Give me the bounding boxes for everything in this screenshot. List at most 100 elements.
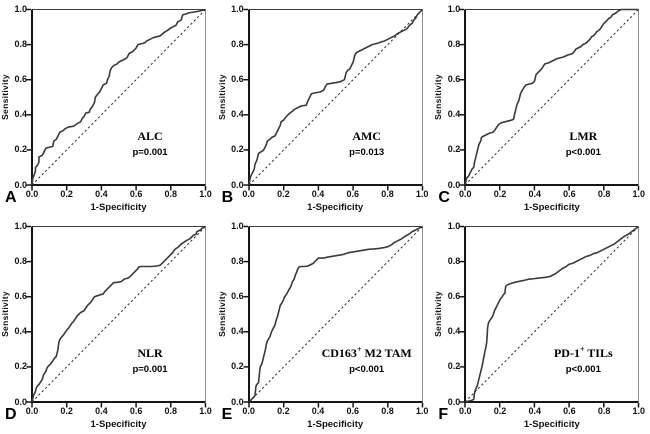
y-tick-label: 0.6 bbox=[14, 74, 27, 85]
panel-letter: F bbox=[438, 406, 449, 423]
roc-panel-e: Sensitivity CD163+ M2 TAM p<0.001 0.0 0.2… bbox=[217, 217, 434, 434]
roc-curve bbox=[248, 225, 423, 403]
y-tick-label: 0.0 bbox=[231, 179, 244, 190]
roc-curve bbox=[31, 225, 206, 403]
x-tick-label: 0.6 bbox=[563, 406, 576, 416]
x-tick-label: 0.4 bbox=[95, 189, 108, 199]
x-tick-label: 0.0 bbox=[459, 189, 472, 199]
roc-plot-svg bbox=[243, 8, 423, 191]
y-tick-label: 0.8 bbox=[14, 256, 27, 267]
x-tick-label: 0.0 bbox=[242, 189, 255, 199]
annotation-marker-name: NLR bbox=[137, 345, 163, 360]
y-tick-label: 0.4 bbox=[231, 326, 244, 337]
annotation-p-value: p=0.013 bbox=[349, 146, 385, 158]
x-axis-label: 1-Specificity bbox=[523, 419, 580, 430]
x-axis-label: 1-Specificity bbox=[523, 202, 580, 213]
curve-annotation: CD163+ M2 TAM p<0.001 bbox=[322, 345, 412, 375]
annotation-marker-name: LMR bbox=[569, 128, 598, 143]
y-tick-label: 0.2 bbox=[447, 361, 461, 372]
y-tick-label: 0.6 bbox=[447, 74, 461, 85]
plot-area: ALC p=0.001 0.0 0.2 0.4 0.6 0.8 1.0 0.0 0.2 0.4 0… bbox=[14, 4, 211, 199]
reference-diagonal-line bbox=[248, 226, 423, 403]
panel-letter: A bbox=[5, 189, 17, 206]
panel-letter: B bbox=[221, 189, 234, 206]
curve-annotation: NLR p=0.001 bbox=[132, 345, 167, 375]
x-tick-label: 1.0 bbox=[632, 189, 646, 199]
annotation-p-value: p<0.001 bbox=[565, 363, 601, 375]
x-tick-label: 0.6 bbox=[129, 189, 143, 199]
reference-diagonal-line bbox=[248, 9, 423, 186]
x-tick-label: 1.0 bbox=[415, 189, 429, 199]
x-tick-label: 0.4 bbox=[95, 406, 108, 416]
y-tick-label: 0.8 bbox=[447, 256, 461, 267]
roc-curve bbox=[464, 8, 639, 186]
x-tick-label: 0.2 bbox=[60, 406, 73, 416]
y-tick-label: 0.0 bbox=[14, 179, 27, 190]
y-tick-label: 0.2 bbox=[231, 144, 244, 155]
y-tick-label: 1.0 bbox=[231, 221, 244, 231]
x-tick-label: 0.2 bbox=[277, 189, 290, 199]
roc-panel-b: Sensitivity AMC p=0.013 0.0 0.2 0.4 0.6 0.8 1… bbox=[217, 0, 434, 217]
y-tick-label: 0.2 bbox=[447, 144, 461, 155]
x-tick-label: 0.0 bbox=[459, 406, 472, 416]
roc-plot-svg bbox=[26, 225, 207, 408]
y-tick-label: 0.2 bbox=[231, 361, 244, 372]
y-tick-label: 0.6 bbox=[14, 291, 27, 302]
curve-annotation: PD-1+ TILs p<0.001 bbox=[554, 345, 613, 375]
y-tick-label: 0.2 bbox=[14, 361, 27, 372]
annotation-p-value: p=0.001 bbox=[132, 363, 168, 375]
x-tick-label: 0.2 bbox=[60, 189, 73, 199]
plot-area: AMC p=0.013 0.0 0.2 0.4 0.6 0.8 1.0 0.0 0.2 0.4 0… bbox=[231, 4, 428, 199]
y-tick-label: 0.8 bbox=[231, 39, 244, 50]
panel-letter: E bbox=[221, 406, 233, 423]
x-tick-label: 1.0 bbox=[632, 406, 646, 416]
roc-plot-svg bbox=[243, 225, 423, 408]
x-axis-label: 1-Specificity bbox=[307, 202, 364, 213]
y-tick-label: 0.2 bbox=[14, 144, 27, 155]
plot-area: CD163+ M2 TAM p<0.001 0.0 0.2 0.4 0.6 0.8 1.0… bbox=[231, 221, 428, 416]
roc-curve bbox=[31, 8, 206, 186]
x-tick-label: 0.8 bbox=[381, 189, 394, 199]
annotation-p-value: p<0.001 bbox=[349, 363, 385, 375]
y-tick-label: 0.0 bbox=[231, 396, 244, 407]
y-tick-label: 0.6 bbox=[231, 291, 244, 302]
x-tick-label: 0.8 bbox=[597, 406, 611, 416]
y-tick-label: 1.0 bbox=[231, 4, 244, 14]
annotation-marker-name: ALC bbox=[137, 128, 163, 143]
y-tick-label: 0.6 bbox=[447, 291, 461, 302]
reference-diagonal-line bbox=[31, 226, 206, 403]
curve-annotation: ALC p=0.001 bbox=[132, 128, 167, 158]
y-tick-label: 0.6 bbox=[231, 74, 244, 85]
x-axis-label: 1-Specificity bbox=[90, 202, 147, 213]
y-tick-label: 0.4 bbox=[447, 109, 461, 120]
y-tick-label: 0.4 bbox=[14, 326, 27, 337]
y-tick-label: 1.0 bbox=[447, 4, 461, 14]
reference-diagonal-line bbox=[464, 226, 640, 403]
plot-area: NLR p=0.001 0.0 0.2 0.4 0.6 0.8 1.0 0.0 0.2 0.4 0… bbox=[14, 221, 211, 416]
x-tick-label: 0.4 bbox=[311, 406, 325, 416]
roc-panel-c: Sensitivity LMR p<0.001 0.0 0.2 0.4 0.6 0.8 1… bbox=[433, 0, 650, 217]
roc-curve bbox=[465, 225, 640, 403]
x-axis-label: 1-Specificity bbox=[307, 419, 364, 430]
roc-curve bbox=[247, 8, 423, 186]
x-tick-label: 0.2 bbox=[277, 406, 290, 416]
y-tick-label: 0.4 bbox=[231, 109, 244, 120]
x-tick-label: 0.8 bbox=[164, 406, 178, 416]
panel-letter: C bbox=[438, 189, 450, 206]
x-tick-label: 0.2 bbox=[493, 406, 507, 416]
x-tick-label: 0.2 bbox=[493, 189, 507, 199]
x-tick-label: 0.8 bbox=[381, 406, 394, 416]
annotation-marker-name: CD163+ M2 TAM bbox=[321, 344, 412, 360]
y-tick-label: 0.0 bbox=[14, 396, 27, 407]
reference-diagonal-line bbox=[31, 9, 206, 186]
x-tick-label: 1.0 bbox=[199, 406, 212, 416]
y-tick-label: 0.8 bbox=[447, 39, 461, 50]
y-tick-label: 0.8 bbox=[231, 256, 244, 267]
x-tick-label: 0.4 bbox=[311, 189, 325, 199]
x-tick-label: 0.6 bbox=[346, 406, 359, 416]
roc-plot-svg bbox=[26, 8, 207, 191]
roc-plot-svg bbox=[459, 225, 640, 408]
roc-panel-d: Sensitivity NLR p=0.001 0.0 0.2 0.4 0.6 0.8 1… bbox=[0, 217, 217, 434]
